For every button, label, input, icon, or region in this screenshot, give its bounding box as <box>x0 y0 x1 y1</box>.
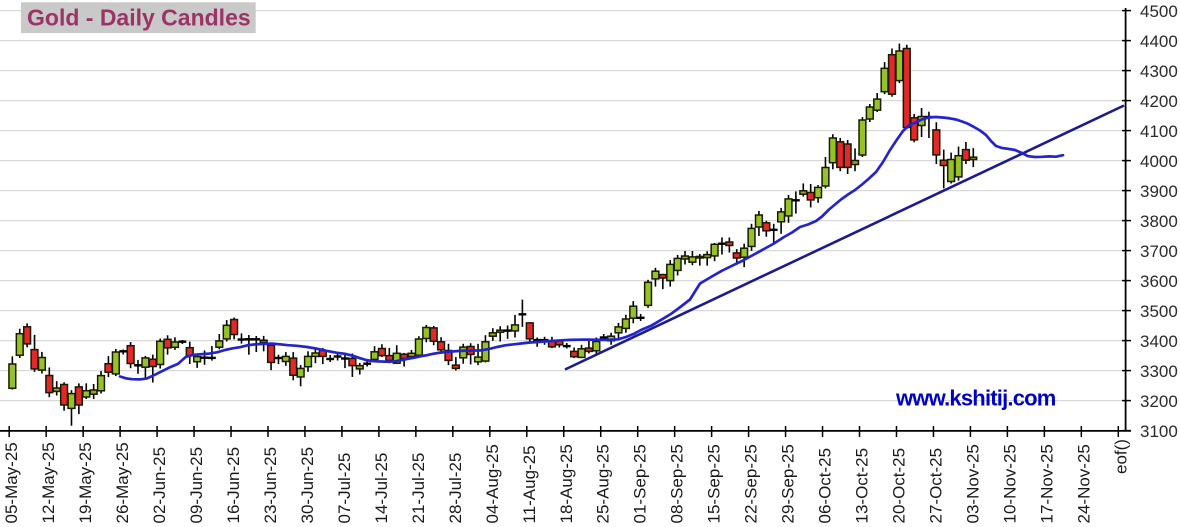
svg-text:03-Nov-25: 03-Nov-25 <box>963 444 982 523</box>
svg-text:04-Aug-25: 04-Aug-25 <box>483 444 502 523</box>
svg-text:01-Sep-25: 01-Sep-25 <box>631 444 650 523</box>
svg-text:4300: 4300 <box>1140 62 1178 81</box>
svg-text:18-Aug-25: 18-Aug-25 <box>557 444 576 523</box>
svg-text:11-Aug-25: 11-Aug-25 <box>520 445 539 523</box>
svg-text:3800: 3800 <box>1140 212 1178 231</box>
svg-text:3200: 3200 <box>1140 392 1178 411</box>
svg-text:20-Oct-25: 20-Oct-25 <box>889 448 908 524</box>
svg-text:4000: 4000 <box>1140 152 1178 171</box>
svg-text:4500: 4500 <box>1140 2 1178 21</box>
svg-text:3900: 3900 <box>1140 182 1178 201</box>
svg-text:10-Nov-25: 10-Nov-25 <box>1000 444 1019 523</box>
svg-text:19-May-25: 19-May-25 <box>76 442 95 523</box>
svg-text:24-Nov-25: 24-Nov-25 <box>1074 444 1093 523</box>
svg-text:05-May-25: 05-May-25 <box>2 442 21 523</box>
svg-text:14-Jul-25: 14-Jul-25 <box>372 453 391 524</box>
svg-text:3400: 3400 <box>1140 332 1178 351</box>
svg-text:4200: 4200 <box>1140 92 1178 111</box>
svg-text:26-May-25: 26-May-25 <box>113 442 132 523</box>
svg-text:12-May-25: 12-May-25 <box>39 442 58 523</box>
svg-text:07-Jul-25: 07-Jul-25 <box>335 453 354 524</box>
svg-text:4400: 4400 <box>1140 32 1178 51</box>
svg-text:16-Jun-25: 16-Jun-25 <box>224 447 243 524</box>
svg-text:3300: 3300 <box>1140 362 1178 381</box>
svg-text:29-Sep-25: 29-Sep-25 <box>779 444 798 523</box>
svg-text:4100: 4100 <box>1140 122 1178 141</box>
svg-text:17-Nov-25: 17-Nov-25 <box>1037 444 1056 523</box>
svg-text:www.kshitij.com: www.kshitij.com <box>895 386 1056 411</box>
svg-text:30-Jun-25: 30-Jun-25 <box>298 447 317 524</box>
svg-text:21-Jul-25: 21-Jul-25 <box>409 453 428 524</box>
svg-text:08-Sep-25: 08-Sep-25 <box>668 444 687 523</box>
svg-text:09-Jun-25: 09-Jun-25 <box>187 447 206 524</box>
svg-text:eof(): eof() <box>1111 439 1130 474</box>
svg-text:Gold - Daily Candles: Gold - Daily Candles <box>27 5 251 31</box>
svg-text:3700: 3700 <box>1140 242 1178 261</box>
svg-text:28-Jul-25: 28-Jul-25 <box>446 453 465 524</box>
svg-text:23-Jun-25: 23-Jun-25 <box>261 447 280 524</box>
svg-text:15-Sep-25: 15-Sep-25 <box>705 444 724 523</box>
svg-text:22-Sep-25: 22-Sep-25 <box>742 444 761 523</box>
svg-text:3500: 3500 <box>1140 302 1178 321</box>
svg-text:02-Jun-25: 02-Jun-25 <box>150 447 169 524</box>
svg-text:3600: 3600 <box>1140 272 1178 291</box>
svg-text:06-Oct-25: 06-Oct-25 <box>816 448 835 524</box>
svg-text:3100: 3100 <box>1140 422 1178 441</box>
svg-text:27-Oct-25: 27-Oct-25 <box>926 448 945 524</box>
svg-text:25-Aug-25: 25-Aug-25 <box>594 444 613 523</box>
svg-text:13-Oct-25: 13-Oct-25 <box>853 448 872 524</box>
